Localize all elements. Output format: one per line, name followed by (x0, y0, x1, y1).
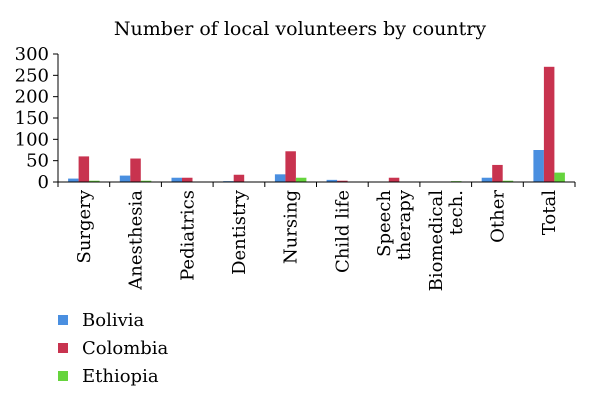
bar-colombia-6 (388, 177, 400, 182)
x-tick-label: Nursing (281, 190, 302, 264)
bar-colombia-4 (285, 151, 296, 182)
legend-label-ethiopia: Ethiopia (82, 365, 159, 387)
bar-ethiopia-9 (554, 172, 565, 182)
x-tick-label: tech. (446, 190, 467, 235)
bar-ethiopia-0 (89, 180, 100, 182)
bar-colombia-1 (130, 158, 141, 182)
x-tick-label: Child life (332, 190, 353, 273)
y-tick-label: 50 (26, 151, 49, 172)
legend-swatch-bolivia (58, 315, 68, 325)
bar-bolivia-8 (481, 177, 493, 182)
x-tick-label: Total (539, 190, 560, 235)
y-tick-label: 0 (38, 172, 49, 193)
bar-ethiopia-1 (140, 180, 152, 182)
y-tick-label: 100 (15, 129, 49, 150)
bar-ethiopia-4 (295, 177, 307, 182)
bar-colombia-2 (182, 177, 193, 182)
y-tick-label: 150 (15, 108, 49, 129)
x-tick-label: Biomedical (426, 190, 447, 292)
x-tick-label: Anesthesia (126, 190, 147, 291)
bar-bolivia-5 (326, 179, 338, 182)
bar-ethiopia-8 (502, 180, 514, 182)
y-tick-label: 300 (15, 44, 49, 65)
y-tick-label: 250 (15, 65, 49, 86)
bar-bolivia-9 (533, 150, 544, 182)
bar-colombia-3 (233, 174, 245, 182)
legend-label-bolivia: Bolivia (82, 309, 145, 331)
bar-colombia-9 (543, 66, 555, 182)
legend-swatch-colombia (58, 343, 68, 353)
x-tick-label: Pediatrics (177, 190, 198, 281)
x-tick-label: Dentistry (229, 189, 250, 275)
legend-item-colombia: Colombia (58, 334, 168, 362)
legend-label-colombia: Colombia (82, 337, 169, 359)
chart-title: Number of local volunteers by country (113, 18, 487, 40)
bar-bolivia-0 (68, 178, 79, 182)
legend-item-ethiopia: Ethiopia (58, 362, 168, 390)
bar-colombia-5 (337, 180, 348, 182)
x-tick-label: Surgery (74, 189, 95, 263)
x-tick-label: Speech (374, 190, 395, 257)
bar-colombia-0 (78, 156, 90, 182)
bar-bolivia-2 (171, 177, 182, 182)
legend-swatch-ethiopia (58, 371, 68, 381)
legend-item-bolivia: Bolivia (58, 306, 168, 334)
bar-bolivia-1 (119, 175, 131, 182)
x-tick-label: Other (487, 190, 508, 243)
bar-bolivia-4 (274, 174, 286, 182)
legend: Bolivia Colombia Ethiopia (58, 306, 168, 390)
x-tick-label: therapy (394, 189, 415, 260)
bar-colombia-8 (492, 164, 503, 182)
y-tick-label: 200 (15, 87, 49, 108)
